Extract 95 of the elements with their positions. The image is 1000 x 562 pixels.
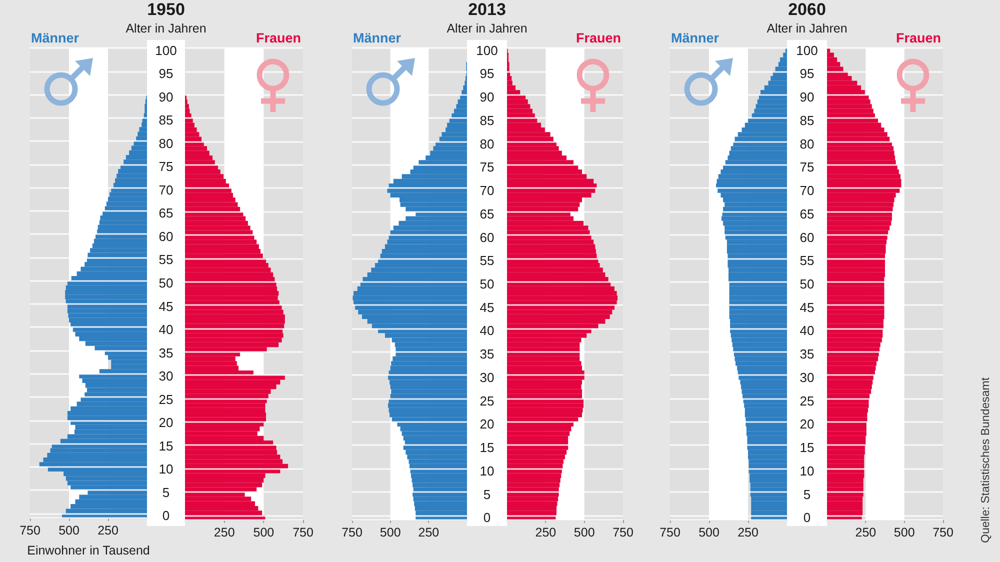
x-tick-label: 250: [418, 526, 440, 540]
y-tick-label: 45: [158, 298, 174, 314]
y-tick-label: 45: [480, 300, 494, 315]
y-tick-label: 85: [480, 112, 494, 128]
y-tick-label: 55: [800, 253, 814, 268]
y-tick-label: 30: [158, 368, 174, 384]
y-tick-label: 70: [158, 182, 174, 198]
text: Männer: [671, 30, 720, 46]
y-tick-label: 10: [158, 462, 174, 477]
y-tick-label: 55: [158, 252, 174, 268]
y-tick-label: 35: [800, 346, 814, 362]
text: Frauen: [576, 30, 622, 46]
y-tick-label: 60: [800, 230, 814, 245]
x-tick-label: 750: [292, 526, 314, 540]
y-tick-label: 90: [800, 90, 814, 105]
y-tick-label: 40: [158, 322, 174, 338]
y-tick-label: 20: [480, 416, 494, 432]
x-tick-label: 750: [342, 526, 362, 540]
y-axis-title: Alter in Jahren: [766, 22, 848, 36]
y-tick-label: 90: [158, 89, 174, 104]
x-tick-label: 750: [932, 526, 954, 540]
x-tick-label: 250: [535, 526, 556, 540]
y-tick-label: 95: [158, 66, 174, 82]
y-tick-label: 50: [480, 276, 494, 292]
text: Frauen: [896, 30, 942, 46]
x-tick-label: 250: [214, 526, 235, 540]
y-tick-label: 60: [480, 230, 494, 245]
y-tick-label: 80: [158, 136, 174, 151]
y-tick-label: 20: [800, 416, 814, 432]
y-tick-label: 0: [162, 508, 170, 524]
y-tick-label: 85: [158, 112, 174, 128]
y-tick-label: 80: [800, 136, 814, 152]
x-tick-label: 500: [698, 526, 720, 540]
y-tick-label: 40: [480, 323, 494, 338]
y-tick-label: 100: [796, 42, 818, 58]
x-tick-label: 500: [380, 526, 401, 540]
x-tick-label: 750: [612, 526, 634, 540]
y-axis-title: Alter in Jahren: [446, 22, 528, 36]
y-tick-label: 65: [800, 206, 814, 222]
x-tick-label: 750: [20, 524, 40, 538]
y-tick-label: 10: [480, 463, 494, 478]
chart-title: 2060: [788, 0, 826, 19]
x-tick-label: 250: [98, 524, 118, 538]
text: Frauen: [256, 30, 302, 46]
y-tick-label: 65: [480, 206, 494, 222]
y-tick-label: 75: [158, 159, 174, 174]
y-tick-label: 30: [800, 370, 814, 385]
y-tick-label: 45: [800, 300, 814, 315]
text: Männer: [353, 30, 402, 46]
chart-title: 2013: [468, 0, 506, 19]
y-tick-label: 15: [800, 440, 814, 456]
y-tick-label: 65: [158, 206, 174, 221]
x-tick-label: 500: [253, 526, 274, 540]
y-tick-label: 100: [476, 42, 498, 58]
y-tick-label: 90: [480, 90, 494, 105]
x-tick-label: 500: [574, 526, 595, 540]
y-tick-label: 0: [803, 510, 811, 526]
y-tick-label: 15: [158, 438, 174, 454]
y-tick-label: 70: [480, 183, 494, 198]
y-tick-label: 75: [480, 160, 494, 175]
y-tick-label: 100: [155, 42, 177, 58]
text: Männer: [31, 30, 80, 46]
x-tick-label: 750: [660, 526, 680, 540]
x-tick-label: 250: [855, 526, 876, 540]
y-axis-title: Alter in Jahren: [126, 22, 206, 36]
y-tick-label: 5: [483, 486, 491, 502]
x-axis-title: Einwohner in Tausend: [27, 544, 150, 558]
y-tick-label: 25: [158, 392, 174, 407]
y-tick-label: 35: [158, 345, 174, 360]
y-tick-label: 95: [480, 66, 494, 82]
y-tick-label: 30: [480, 370, 494, 385]
y-tick-label: 50: [800, 276, 814, 292]
y-tick-label: 95: [800, 66, 814, 82]
y-tick-label: 40: [800, 323, 814, 338]
y-tick-label: 25: [480, 393, 494, 408]
y-tick-label: 80: [480, 136, 494, 152]
y-tick-label: 20: [158, 415, 174, 430]
y-tick-label: 50: [158, 276, 174, 290]
y-tick-label: 55: [480, 253, 494, 268]
y-tick-label: 25: [800, 393, 814, 408]
y-tick-label: 5: [162, 484, 170, 500]
y-tick-label: 10: [800, 463, 814, 478]
x-tick-label: 500: [58, 524, 80, 538]
y-tick-label: 75: [800, 160, 814, 175]
y-tick-label: 0: [483, 510, 491, 526]
y-tick-label: 70: [800, 183, 814, 198]
y-tick-label: 5: [803, 486, 811, 502]
y-tick-label: 15: [480, 440, 494, 456]
y-tick-label: 60: [158, 228, 174, 244]
source-note: Quelle: Statistisches Bundesamt: [980, 376, 992, 543]
y-tick-label: 35: [480, 346, 494, 362]
x-tick-label: 500: [894, 526, 915, 540]
y-tick-label: 85: [800, 112, 814, 128]
x-tick-label: 250: [738, 526, 758, 540]
chart-title: 1950: [147, 0, 185, 19]
